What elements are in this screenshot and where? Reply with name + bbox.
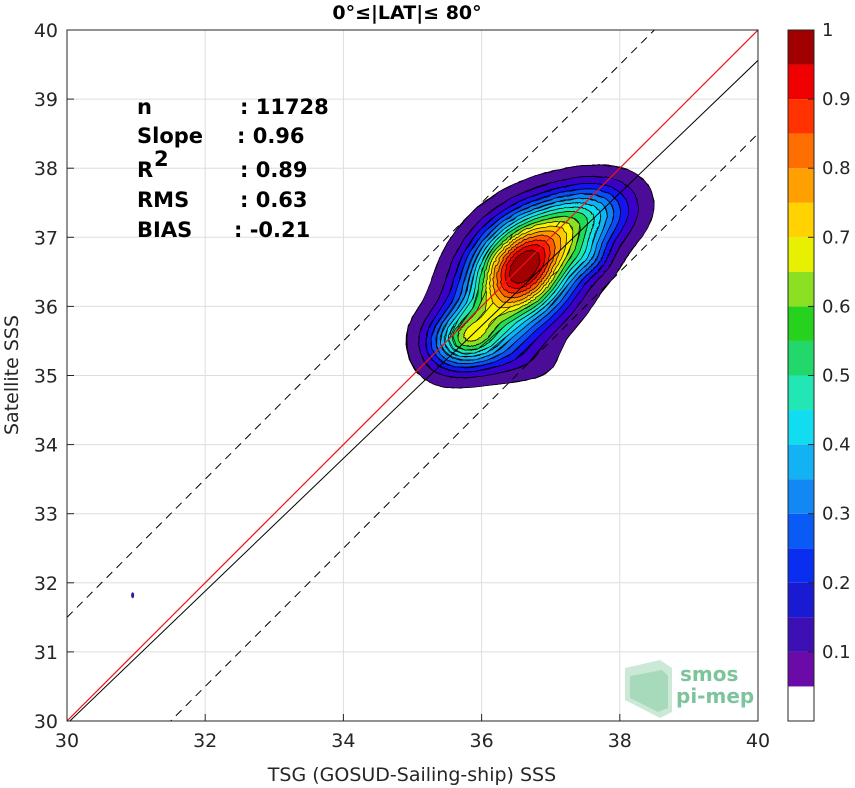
- colorbar-tick-label: 0.1: [822, 642, 851, 663]
- colorbar-band: [788, 30, 814, 65]
- stat-value: : -0.21: [234, 218, 310, 242]
- logo-line1: smos: [680, 662, 738, 686]
- stat-row: Slope : 0.96: [137, 124, 305, 148]
- x-tick-label: 36: [470, 730, 494, 752]
- logo-line2: pi-mep: [676, 684, 754, 708]
- stat-value: : 0.96: [237, 124, 305, 148]
- y-tick-label: 31: [34, 642, 58, 664]
- y-tick-label: 34: [34, 435, 58, 457]
- x-tick-label: 38: [608, 730, 632, 752]
- colorbar-band: [788, 582, 814, 618]
- y-axis-ticks: 30 31 32 33 34 35 36 37 38 39 40: [34, 20, 74, 733]
- y-axis-label: Satellite SSS: [1, 315, 23, 435]
- x-tick-label: 34: [331, 730, 355, 752]
- colorbar-band: [788, 306, 814, 341]
- stat-label-superscript: 2: [154, 147, 169, 171]
- colorbar-band: [788, 617, 814, 652]
- stat-value: : 0.63: [240, 188, 308, 212]
- stat-row: RMS : 0.63: [137, 188, 308, 212]
- y-tick-label: 40: [34, 20, 58, 42]
- regression-line: [69, 60, 758, 721]
- colorbar-tick-label: 0.5: [822, 366, 851, 387]
- y-tick-label: 35: [34, 366, 58, 388]
- x-tick-label: 30: [55, 730, 79, 752]
- x-axis-ticks: 30 32 34 36 38 40: [55, 714, 770, 752]
- colorbar-band: [788, 168, 814, 203]
- x-axis-label: TSG (GOSUD-Sailing-ship) SSS: [267, 764, 556, 786]
- stat-label: Slope: [137, 124, 203, 148]
- colorbar-band: [788, 548, 814, 583]
- y-tick-label: 39: [34, 89, 58, 111]
- colorbar-band: [788, 271, 814, 307]
- stat-row: BIAS : -0.21: [137, 218, 310, 242]
- stat-value: : 0.89: [240, 158, 308, 182]
- stat-label: BIAS: [137, 218, 192, 242]
- y-tick-label: 38: [34, 158, 58, 180]
- smos-pi-mep-logo: smos pi-mep: [625, 660, 754, 718]
- y-tick-label: 37: [34, 227, 58, 249]
- colorbar-tick-label: 0.3: [822, 504, 851, 525]
- colorbar-band: [788, 340, 814, 376]
- colorbar-tick-label: 1: [822, 20, 833, 41]
- stat-label: R: [137, 158, 153, 182]
- density-contours: [131, 164, 655, 599]
- stat-label: n: [137, 95, 152, 119]
- y-tick-label: 36: [34, 296, 58, 318]
- x-tick-label: 40: [746, 730, 770, 752]
- colorbar-band: [788, 410, 814, 445]
- colorbar-band: [788, 513, 814, 549]
- colorbar-band: [788, 202, 814, 238]
- y-tick-label: 33: [34, 504, 58, 526]
- colorbar-tick-label: 0.2: [822, 573, 851, 594]
- statistics-box: n : 11728 Slope : 0.96 R 2 : 0.89 RMS : 0.63 BIAS…: [137, 95, 329, 242]
- colorbar-band: [788, 64, 814, 100]
- bound-line: [169, 133, 758, 721]
- colorbar-band: [788, 375, 814, 411]
- outlier-point: [131, 592, 135, 599]
- bound-line: [67, 30, 656, 618]
- colorbar-tick-label: 0.8: [822, 158, 851, 179]
- colorbar-tick-label: 0.6: [822, 296, 851, 317]
- y-tick-label: 32: [34, 573, 58, 595]
- colorbar-band: [788, 99, 814, 134]
- stat-value: : 11728: [240, 95, 329, 119]
- identity-line: [67, 30, 758, 721]
- colorbar-band: [788, 651, 814, 687]
- colorbar-tick-label: 0.9: [822, 89, 851, 110]
- colorbar-band: [788, 237, 814, 272]
- stat-row: n : 11728: [137, 95, 329, 119]
- y-tick-label: 30: [34, 711, 58, 733]
- reference-lines: [67, 30, 758, 721]
- stat-label: RMS: [137, 188, 189, 212]
- colorbar-band: [788, 686, 814, 721]
- colorbar: 1 0.9 0.8 0.7 0.6 0.5 0.4 0.3 0.2 0.1: [787, 20, 851, 722]
- x-tick-label: 32: [193, 730, 217, 752]
- colorbar-tick-label: 0.4: [822, 435, 851, 456]
- colorbar-band: [788, 479, 814, 514]
- contour-level: [508, 249, 541, 284]
- colorbar-band: [788, 444, 814, 480]
- chart-title: 0°≤|LAT|≤ 80°: [332, 2, 481, 24]
- colorbar-tick-label: 0.7: [822, 227, 851, 248]
- colorbar-band: [788, 133, 814, 169]
